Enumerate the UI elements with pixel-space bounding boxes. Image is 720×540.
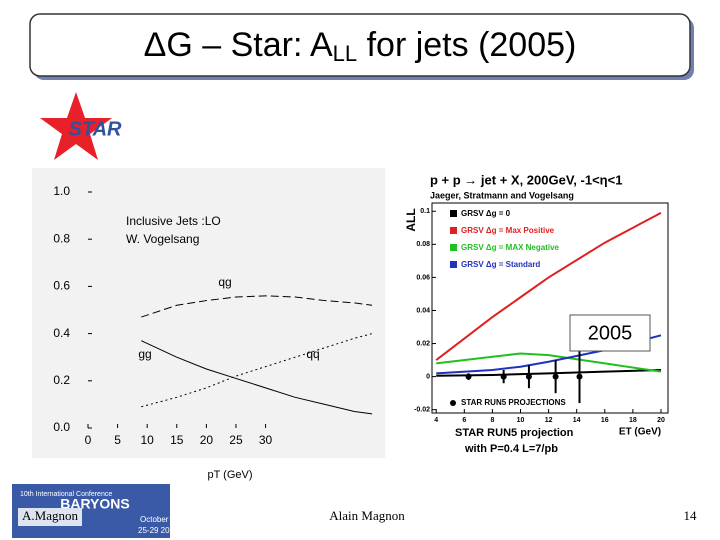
page-number: 14 [684,508,698,523]
conference-name: BARYONS [60,496,130,512]
y-tick-label: 0.02 [416,340,430,347]
projection-point [552,373,559,380]
footer-left: A.Magnon [22,508,78,523]
title-main: ΔG – Star: A [144,26,333,64]
footer-left-box [18,508,82,526]
y-tick-label: 0.04 [416,307,430,314]
slide-title: ΔG – Star: ALL for jets (2005) [144,26,577,66]
legend-label: STAR RUN5 PROJECTIONS [461,398,566,407]
annotation: Inclusive Jets :LO [126,214,221,228]
x-tick-label: 8 [490,417,494,424]
legend-swatch [450,400,456,406]
y-tick-label: 0.8 [53,231,70,245]
legend-swatch [450,227,457,234]
x-tick-label: 10 [141,433,155,447]
y-tick-label: 0.06 [416,274,430,281]
x-tick-label: 12 [545,417,553,424]
footer-center: Alain Magnon [329,508,405,523]
x-tick-label: 0 [85,433,92,447]
x-axis-label: ET (GeV) [619,427,661,438]
plot-frame [431,202,669,414]
legend-label: GRSV Δg = Standard [461,260,540,269]
chart-subtitle: Jaeger, Stratmann and Vogelsang [430,190,574,200]
x-tick-label: 16 [601,417,609,424]
star-logo [40,92,112,160]
series-line [436,369,662,377]
x-tick-label: 20 [657,417,665,424]
y-tick-label: 0.6 [53,279,70,293]
projection-point [576,373,583,380]
series-line [141,295,373,318]
y-tick-label: 0.1 [420,208,430,215]
title-sub: LL [333,41,357,66]
title-box [29,13,691,77]
x-tick-label: 15 [170,433,184,447]
caption: with P=0.4 L=7/pb [464,443,558,455]
series-line [435,212,662,361]
conference-line: 10th International Conference [20,491,112,498]
legend-swatch [450,210,457,217]
title-rest: for jets (2005) [357,26,576,64]
x-tick-label: 18 [629,417,637,424]
conference-month: October [140,515,169,524]
y-tick-label: 0.08 [416,241,430,248]
x-tick-label: 25 [229,433,243,447]
projection-point [500,373,507,380]
x-tick-label: 5 [114,433,121,447]
x-tick-label: 4 [434,417,438,424]
left-chart: 0.0 0.2 0.4 0.6 0.8 1.0 0 5 10 15 20 25 30 pT (GeV) qg… [53,184,373,481]
legend-label: GRSV Δg = 0 [461,209,511,218]
y-tick-label: 0.4 [53,326,70,340]
projection-point [525,373,532,380]
conference-dates: 25-29 2004 [138,526,179,535]
y-tick-label: 0.0 [53,420,70,434]
y-tick-label: 0.2 [53,373,70,387]
x-tick-label: 14 [573,417,581,424]
series-line [141,333,373,408]
y-axis-label: ALL [404,208,418,231]
curve-label: qq [306,347,319,361]
chart-title: p + p → jet + X, 200GeV, -1<η<1 [430,172,622,187]
annotation: W. Vogelsang [126,232,199,246]
x-tick-label: 10 [517,417,525,424]
star-logo-text: STAR [69,118,123,140]
y-tick-label: -0.02 [414,407,430,414]
x-axis-label: pT (GeV) [207,469,252,481]
annotation-box [569,314,651,352]
caption: STAR RUN5 projection [455,427,574,439]
right-chart: -0.02 0 0.02 0.04 0.06 0.08 0.1 4 6 8 10 12 14 16 18 20… [404,172,669,455]
x-tick-label: 30 [259,433,273,447]
left-chart-bg [32,168,385,458]
series-line [436,352,662,373]
legend-swatch [450,244,457,251]
x-tick-label: 20 [200,433,214,447]
right-chart-bg [400,165,700,460]
legend-label: GRSV Δg = MAX Negative [461,243,560,252]
annotation: 2005 [588,322,633,344]
curve-label: qg [218,275,231,289]
curve-label: gg [138,347,151,361]
y-tick-label: 0 [426,373,430,380]
series-line [141,340,373,415]
projection-point [465,373,472,380]
legend-label: GRSV Δg = Max Positive [461,226,555,235]
legend-swatch [450,261,457,268]
y-tick-label: 1.0 [53,184,70,198]
x-tick-label: 6 [462,417,466,424]
